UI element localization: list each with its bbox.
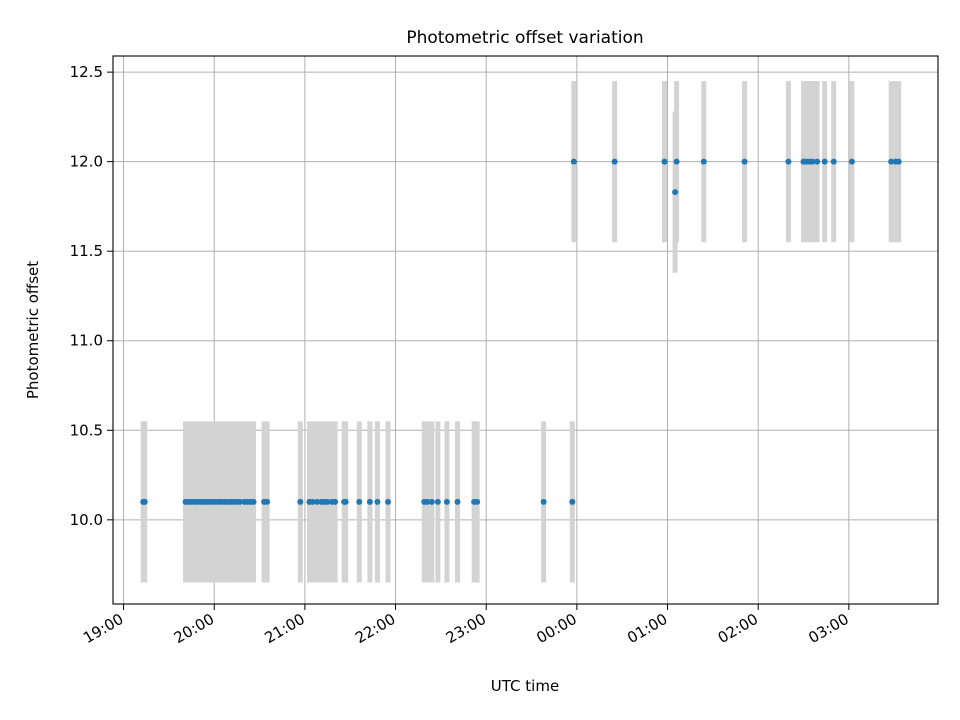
data-point xyxy=(785,158,792,165)
y-tick-label: 11.0 xyxy=(70,332,103,350)
data-point xyxy=(250,498,257,505)
grid-lines xyxy=(113,56,938,604)
data-point xyxy=(848,158,855,165)
data-point xyxy=(424,498,431,505)
x-axis-label: UTC time xyxy=(491,677,559,695)
data-point xyxy=(366,498,373,505)
data-point xyxy=(356,498,363,505)
data-point xyxy=(324,498,331,505)
data-point xyxy=(814,158,821,165)
data-point xyxy=(236,498,243,505)
data-point xyxy=(297,498,304,505)
data-point xyxy=(611,158,618,165)
data-point xyxy=(454,498,461,505)
data-point xyxy=(570,158,577,165)
data-points xyxy=(140,158,902,505)
data-point xyxy=(895,158,902,165)
data-point xyxy=(313,498,320,505)
y-tick-label: 10.0 xyxy=(70,511,103,529)
data-point xyxy=(540,498,547,505)
data-point xyxy=(309,498,316,505)
data-point xyxy=(830,158,837,165)
y-tick-label: 11.5 xyxy=(70,242,103,260)
data-point xyxy=(700,158,707,165)
data-point xyxy=(888,158,895,165)
y-tick-label: 12.5 xyxy=(70,63,103,81)
data-point xyxy=(374,498,381,505)
y-tick-label: 10.5 xyxy=(70,421,103,439)
data-point xyxy=(264,498,271,505)
y-axis-ticks: 10.0 10.5 11.0 11.5 12.0 12.5 xyxy=(70,63,113,529)
y-tick-label: 12.0 xyxy=(70,153,103,171)
data-point xyxy=(474,498,481,505)
data-point xyxy=(428,498,435,505)
data-point xyxy=(342,498,349,505)
data-point xyxy=(141,498,148,505)
data-point xyxy=(809,158,816,165)
chart-title: Photometric offset variation xyxy=(406,28,643,48)
y-axis-label: Photometric offset xyxy=(24,261,42,399)
plot-frame xyxy=(112,55,939,605)
data-point xyxy=(821,158,828,165)
data-point xyxy=(569,498,576,505)
data-point xyxy=(434,498,441,505)
data-point xyxy=(332,498,339,505)
data-point xyxy=(673,158,680,165)
data-point xyxy=(672,189,679,196)
data-point xyxy=(385,498,391,505)
data-point xyxy=(741,158,748,165)
data-point xyxy=(661,158,668,165)
data-point xyxy=(443,498,450,505)
